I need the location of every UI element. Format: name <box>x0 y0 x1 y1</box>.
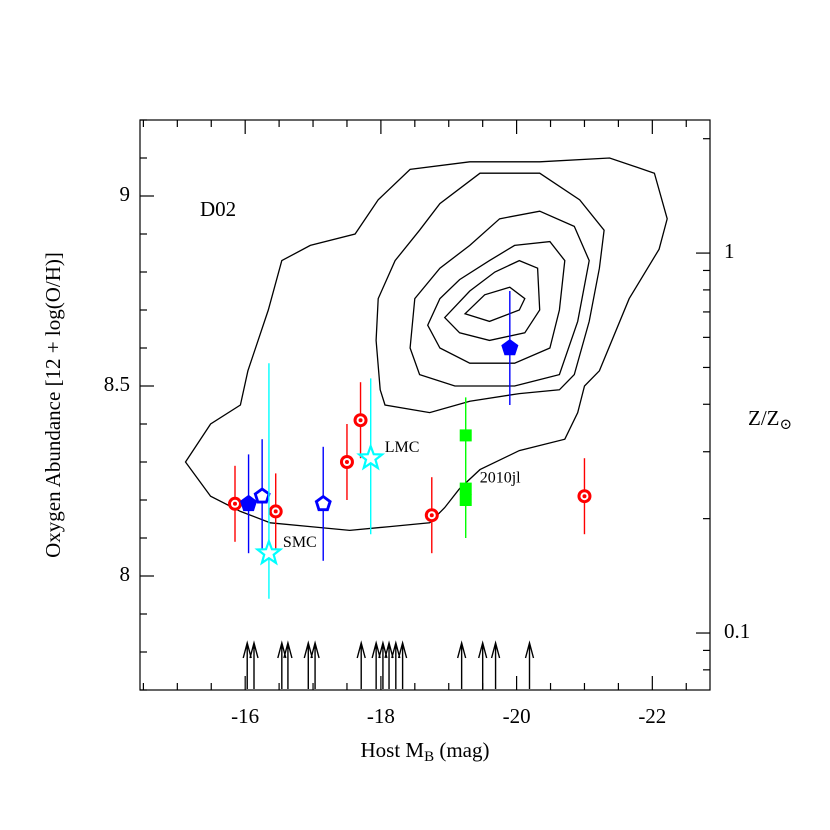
limit-arrow <box>283 640 293 689</box>
contour <box>409 210 590 387</box>
limit-arrow <box>303 640 313 689</box>
data-point <box>459 429 472 442</box>
limit-arrow <box>310 640 320 689</box>
point-label: 2010jl <box>480 469 521 486</box>
contour <box>463 286 526 323</box>
limit-arrow <box>249 640 259 689</box>
marker-part <box>429 513 434 518</box>
marker-part <box>358 418 363 423</box>
limit-arrow <box>524 640 535 689</box>
data-point <box>577 489 592 504</box>
limit-arrow <box>478 640 488 689</box>
x-tick-label: -22 <box>638 704 666 728</box>
limit-arrow <box>490 640 501 689</box>
x-tick-label: -16 <box>231 704 259 728</box>
marker-part <box>240 494 258 512</box>
data-point <box>356 443 386 471</box>
marker-part <box>501 339 519 356</box>
limit-arrow <box>391 640 401 689</box>
y2-tick-label: 1 <box>724 239 735 263</box>
marker-part <box>459 482 472 495</box>
data-point <box>253 487 271 504</box>
marker-part <box>344 460 349 464</box>
x-label-part: Host M <box>360 738 424 762</box>
y-tick-label: 8 <box>120 562 131 586</box>
marker-part <box>273 509 278 514</box>
data-point <box>314 494 332 512</box>
contour <box>443 259 541 342</box>
x-axis-label: Host MB (mag) <box>360 738 489 766</box>
data-point <box>424 508 439 523</box>
x-tick-label: -20 <box>503 704 531 728</box>
x-label-part: (mag) <box>434 738 489 762</box>
data-point <box>268 504 283 519</box>
limit-arrow <box>456 640 467 689</box>
data-point <box>459 482 472 495</box>
x-label-subscript: B <box>424 749 434 765</box>
y-axis-label: Oxygen Abundance [12 + log(O/H)] <box>41 252 65 558</box>
limit-arrow <box>384 640 394 689</box>
y-tick-label: 8.5 <box>104 372 130 396</box>
limit-arrow <box>397 640 408 689</box>
x-tick-label: -18 <box>367 704 395 728</box>
data-point <box>339 455 354 469</box>
limit-arrow <box>356 640 366 689</box>
limit-arrow <box>378 640 388 689</box>
marker-part <box>459 494 472 506</box>
marker-part <box>356 443 386 471</box>
marker-part <box>318 498 329 509</box>
y2-axis-label: Z/Z⊙ <box>748 406 792 434</box>
point-label: LMC <box>385 439 420 456</box>
marker-part <box>254 538 284 566</box>
annotation: D02 <box>200 197 236 221</box>
data-point <box>254 538 284 566</box>
contour <box>375 172 605 414</box>
data-point <box>240 494 258 512</box>
contour <box>426 240 566 364</box>
y2-label-part: Z/Z <box>748 406 780 430</box>
data-point <box>459 494 472 506</box>
limit-arrow <box>277 640 287 689</box>
point-label: SMC <box>283 534 317 551</box>
limit-arrow <box>371 640 381 689</box>
y2-label-subscript: ⊙ <box>780 417 793 433</box>
data-point <box>228 496 242 511</box>
marker-part <box>256 490 268 501</box>
marker-part <box>459 429 472 442</box>
contour <box>184 157 668 532</box>
marker-part <box>582 494 587 499</box>
y2-tick-label: 0.1 <box>724 619 750 643</box>
data-point <box>501 339 519 356</box>
y-tick-label: 9 <box>120 182 131 206</box>
marker-part <box>233 501 237 506</box>
plot-frame <box>139 119 711 691</box>
limit-arrow <box>242 640 252 689</box>
data-point <box>353 413 368 428</box>
